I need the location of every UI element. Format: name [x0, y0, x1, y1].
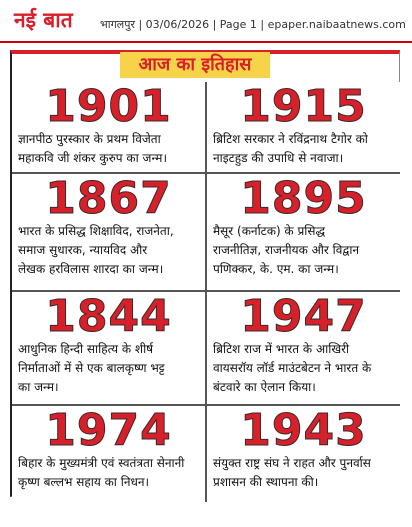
entry-text: ब्रिटिश सरकार ने रविंद्रनाथ टैगोर को: [213, 132, 368, 146]
entry-text: ब्रिटिश राज में भारत के आखिरी: [213, 342, 350, 356]
entry-text: वायसरॉय लॉर्ड माउंटबेटन ने भारत के: [213, 361, 372, 375]
entry-text: का जन्म।: [18, 380, 59, 394]
entry: 1901 ज्ञानपीठ पुरस्कार के प्रथम विजेता महा…: [12, 82, 205, 172]
year: 1974: [45, 406, 172, 456]
entry-text: राजनीतिज्ञ, राजनीयक और विद्वान: [213, 243, 360, 257]
year: 1895: [240, 174, 367, 224]
entry-text: ज्ञानपीठ पुरस्कार के प्रथम विजेता: [18, 132, 161, 146]
entry-text: मैसूर (कर्नाटक) के प्रसिद्ध: [213, 224, 326, 238]
year: 1901: [45, 82, 172, 132]
entry-text: भारत के प्रसिद्ध शिक्षाविद, राजनेता,: [18, 224, 174, 238]
entry-text: पणिक्कर, के. एम. का जन्म।: [213, 262, 339, 276]
entry-text: प्रशासन की स्थापना की।: [213, 475, 319, 489]
year: 1915: [240, 82, 367, 132]
entry: 1915 ब्रिटिश सरकार ने रविंद्रनाथ टैगोर को…: [207, 82, 400, 172]
entry: 1895 मैसूर (कर्नाटक) के प्रसिद्ध राजनीतिज्…: [207, 174, 400, 290]
entry: 1947 ब्रिटिश राज में भारत के आखिरी वायसरॉय…: [207, 292, 400, 404]
entry-text: लेखक हरविलास शारदा का जन्म।: [18, 262, 164, 276]
entries-grid: 1901 ज्ञानपीठ पुरस्कार के प्रथम विजेता महा…: [12, 82, 400, 502]
entry: 1844 आधुनिक हिन्दी साहित्य के शीर्ष निर्मा…: [12, 292, 205, 404]
entry-text: नाइटहुड की उपाधि से नवाजा।: [213, 151, 344, 165]
year: 1943: [240, 406, 367, 456]
entry-text: बंटवारे का ऐलान किया।: [213, 380, 316, 394]
entry-text: कृष्ण बल्लभ सहाय का निधन।: [18, 475, 150, 489]
year: 1867: [45, 174, 172, 224]
year: 1844: [45, 292, 172, 342]
entry-text: आधुनिक हिन्दी साहित्य के शीर्ष: [18, 342, 154, 356]
entry-text: बिहार के मुख्यमंत्री एवं स्वतंत्रता सेना…: [18, 456, 185, 470]
entry: 1943 संयुक्त राष्ट्र संघ ने राहत और पुनर्…: [207, 406, 400, 502]
year: 1947: [240, 292, 367, 342]
entry-text: महाकवि जी शंकर कुरुप का जन्म।: [18, 151, 167, 165]
header-rule: [0, 41, 412, 43]
entry-text: समाज सुधारक, न्यायविद और: [18, 243, 148, 257]
entry-text: निर्माताओं में से एक बालकृष्ण भट्ट: [18, 361, 165, 375]
entry-text: संयुक्त राष्ट्र संघ ने राहत और पुनर्वास: [213, 456, 371, 470]
logo: नई बात: [14, 8, 73, 32]
header-info: भागलपुर | 03/06/2026 | Page 1 | epaper.n…: [100, 18, 406, 31]
section-title: आज का इतिहास: [120, 52, 270, 78]
entry: 1974 बिहार के मुख्यमंत्री एवं स्वतंत्रता …: [12, 406, 205, 502]
entry: 1867 भारत के प्रसिद्ध शिक्षाविद, राजनेता,…: [12, 174, 205, 290]
